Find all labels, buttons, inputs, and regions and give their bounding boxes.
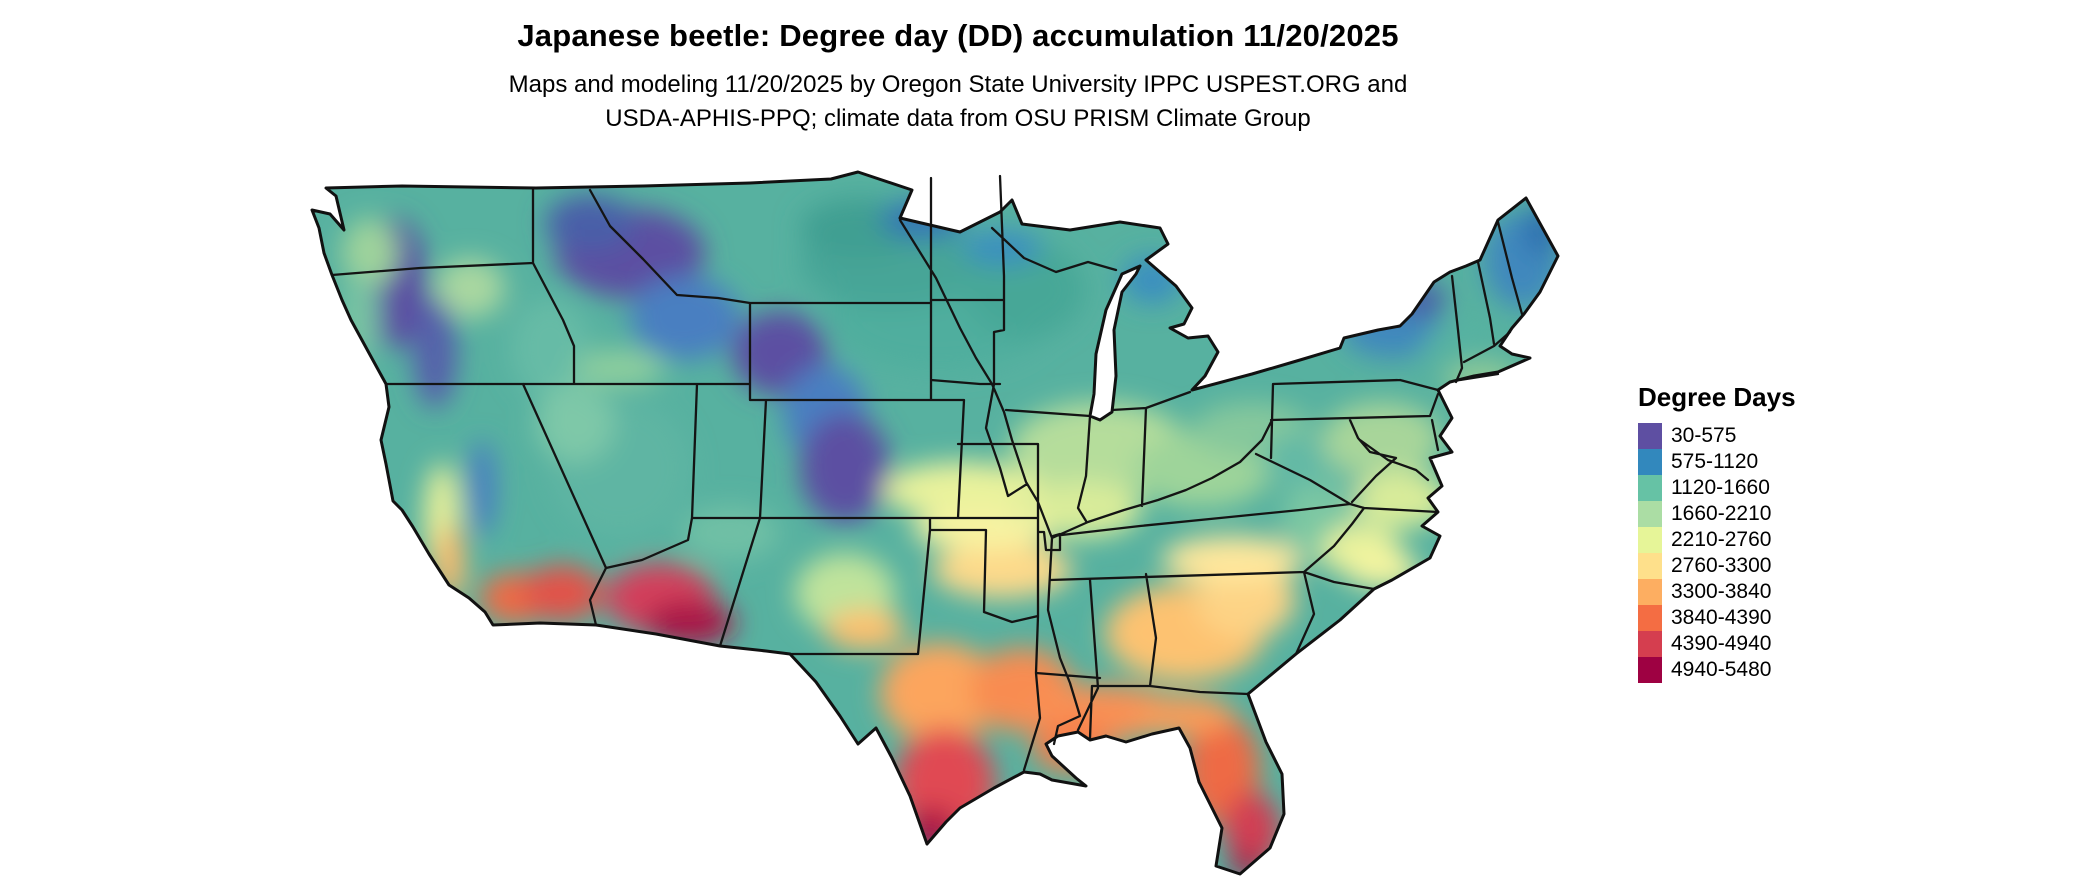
legend-swatch [1638,501,1662,527]
legend-title: Degree Days [1638,382,1796,412]
legend-item: 575-1120 [1638,449,1878,475]
legend-item: 2760-3300 [1638,553,1878,579]
map-subtitle-line2: USDA-APHIS-PPQ; climate data from OSU PR… [605,105,1311,132]
legend-swatch [1638,657,1662,683]
legend-item: 3840-4390 [1638,605,1878,631]
legend-item: 1660-2210 [1638,501,1878,527]
legend-swatch [1638,553,1662,579]
map-subtitle-line1: Maps and modeling 11/20/2025 by Oregon S… [508,71,1408,98]
map-subtitle: Maps and modeling 11/20/2025 by Oregon S… [0,68,1916,136]
page-title: Japanese beetle: Degree day (DD) accumul… [517,18,1399,53]
legend-item: 30-575 [1638,423,1878,449]
legend-item: 1120-1660 [1638,475,1878,501]
legend-item: 4940-5480 [1638,657,1878,683]
legend-item: 3300-3840 [1638,579,1878,605]
legend-label: 30-575 [1671,424,1737,447]
legend-label: 1660-2210 [1671,502,1772,525]
legend-label: 3840-4390 [1671,606,1772,629]
legend-swatch [1638,475,1662,501]
legend-label: 3300-3840 [1671,580,1772,603]
legend-label: 2760-3300 [1671,554,1772,577]
legend-swatch [1638,631,1662,657]
legend-label: 4940-5480 [1671,658,1772,681]
legend-label: 4390-4940 [1671,632,1772,655]
legend-swatch [1638,527,1662,553]
legend: Degree Days 30-575 575-1120 1120-1660 16… [1638,382,1878,683]
state-borders [330,174,1524,772]
legend-swatch [1638,605,1662,631]
legend-label: 1120-1660 [1671,476,1770,499]
legend-swatch [1638,449,1662,475]
legend-swatch [1638,423,1662,449]
header: Japanese beetle: Degree day (DD) accumul… [0,18,1916,136]
us-map-svg [310,170,1560,876]
legend-label: 575-1120 [1671,450,1759,473]
us-outline [310,170,1560,876]
legend-item: 2210-2760 [1638,527,1878,553]
legend-label: 2210-2760 [1671,528,1772,551]
us-degree-day-map [300,168,1600,890]
legend-item: 4390-4940 [1638,631,1878,657]
legend-swatch [1638,579,1662,605]
legend-items: 30-575 575-1120 1120-1660 1660-2210 2210… [1638,423,1878,683]
